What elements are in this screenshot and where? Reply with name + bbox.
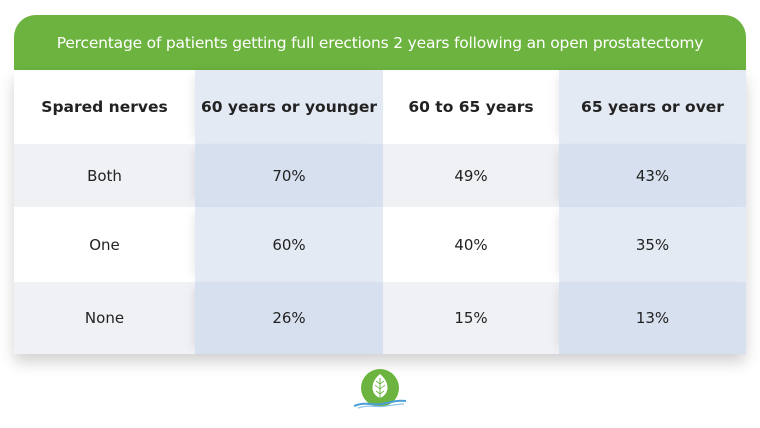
table-cell: 15%: [383, 282, 559, 354]
header-60-to-65: 60 to 65 years: [383, 70, 559, 144]
table-cell: 70%: [195, 144, 383, 207]
table-cell: 60%: [195, 207, 383, 282]
comparison-table-card: Percentage of patients getting full erec…: [14, 15, 746, 354]
table-header-row: Spared nerves 60 years or younger 60 to …: [14, 70, 746, 144]
header-spared-nerves: Spared nerves: [14, 70, 195, 144]
header-65-or-over: 65 years or over: [559, 70, 746, 144]
table-cell: 40%: [383, 207, 559, 282]
header-60-or-younger: 60 years or younger: [195, 70, 383, 144]
data-table: Spared nerves 60 years or younger 60 to …: [14, 70, 746, 354]
row-label: One: [14, 207, 195, 282]
row-label: Both: [14, 144, 195, 207]
table-cell: 13%: [559, 282, 746, 354]
table-row: One 60% 40% 35%: [14, 207, 746, 282]
table-cell: 26%: [195, 282, 383, 354]
table-row: None 26% 15% 13%: [14, 282, 746, 354]
table-cell: 49%: [383, 144, 559, 207]
table-row: Both 70% 49% 43%: [14, 144, 746, 207]
row-label: None: [14, 282, 195, 354]
table-cell: 35%: [559, 207, 746, 282]
leaf-logo-icon: [352, 368, 408, 412]
table-title: Percentage of patients getting full erec…: [14, 15, 746, 70]
table-cell: 43%: [559, 144, 746, 207]
